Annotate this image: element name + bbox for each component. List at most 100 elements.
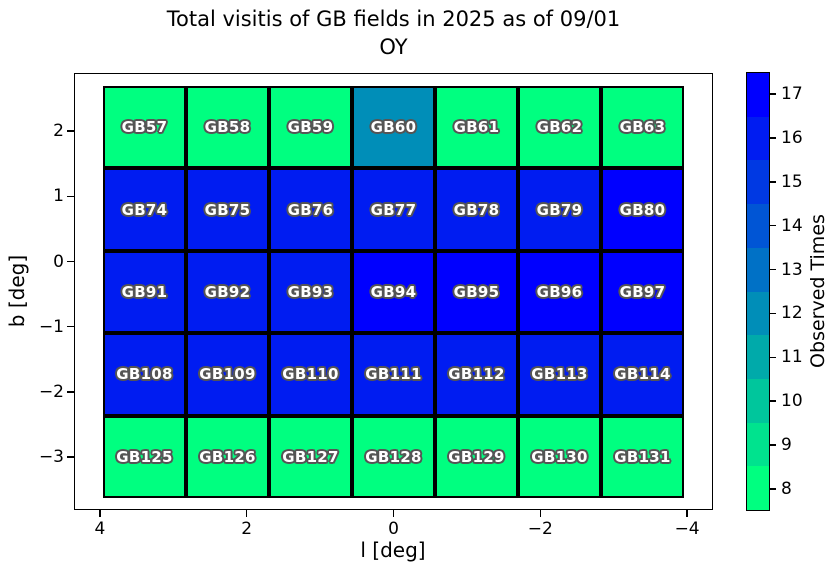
colorbar-tick-mark bbox=[770, 444, 776, 446]
cell-label: GB63 bbox=[619, 118, 666, 137]
x-tick-mark bbox=[99, 510, 101, 517]
cell-label: GB79 bbox=[536, 200, 583, 219]
cell-label: GB114 bbox=[614, 365, 671, 384]
cell-GB108: GB108 bbox=[103, 333, 186, 416]
colorbar-tick-label: 12 bbox=[781, 303, 803, 324]
cell-label: GB91 bbox=[121, 282, 168, 301]
x-tick-mark bbox=[686, 510, 688, 517]
cell-label: GB78 bbox=[453, 200, 500, 219]
cell-label: GB130 bbox=[531, 447, 588, 466]
colorbar-tick-mark bbox=[770, 93, 776, 95]
cell-label: GB126 bbox=[199, 447, 256, 466]
colorbar-tick-label: 9 bbox=[781, 435, 792, 456]
y-tick-label: −2 bbox=[38, 381, 64, 402]
cell-GB130: GB130 bbox=[518, 415, 601, 498]
y-tick-label: −3 bbox=[38, 447, 64, 468]
colorbar-tick-mark bbox=[770, 400, 776, 403]
cell-GB111: GB111 bbox=[352, 333, 435, 416]
cell-GB59: GB59 bbox=[269, 86, 352, 169]
colorbar-band-9 bbox=[747, 422, 769, 467]
cell-GB63: GB63 bbox=[601, 86, 684, 169]
colorbar-band-8 bbox=[747, 466, 769, 511]
cell-GB112: GB112 bbox=[435, 333, 518, 416]
cell-label: GB80 bbox=[619, 200, 666, 219]
cell-GB126: GB126 bbox=[186, 415, 269, 498]
cell-label: GB97 bbox=[619, 282, 666, 301]
colorbar-tick-label: 10 bbox=[781, 391, 803, 412]
y-tick-mark bbox=[67, 260, 74, 263]
x-axis-label: l [deg] bbox=[360, 538, 426, 562]
colorbar-tick-mark bbox=[770, 180, 776, 183]
colorbar-tick-mark bbox=[770, 224, 776, 227]
cell-GB109: GB109 bbox=[186, 333, 269, 416]
x-tick-mark bbox=[245, 510, 248, 517]
cell-label: GB94 bbox=[370, 282, 417, 301]
y-tick-mark bbox=[67, 195, 74, 198]
cell-label: GB113 bbox=[531, 365, 588, 384]
cell-label: GB62 bbox=[536, 118, 583, 137]
cell-GB76: GB76 bbox=[269, 168, 352, 251]
cell-GB74: GB74 bbox=[103, 168, 186, 251]
colorbar bbox=[746, 72, 770, 511]
cell-GB110: GB110 bbox=[269, 333, 352, 416]
colorbar-tick-mark bbox=[770, 137, 776, 139]
colorbar-tick-mark bbox=[770, 356, 776, 359]
cell-label: GB95 bbox=[453, 282, 500, 301]
cell-GB97: GB97 bbox=[601, 250, 684, 334]
cell-GB131: GB131 bbox=[601, 415, 684, 498]
cell-GB94: GB94 bbox=[352, 250, 435, 334]
cell-GB58: GB58 bbox=[186, 86, 269, 169]
cell-GB61: GB61 bbox=[435, 86, 518, 169]
cell-GB57: GB57 bbox=[103, 86, 186, 169]
cell-GB80: GB80 bbox=[601, 168, 684, 251]
cell-label: GB127 bbox=[282, 447, 339, 466]
cell-label: GB131 bbox=[614, 447, 671, 466]
cell-label: GB77 bbox=[370, 200, 417, 219]
cell-GB128: GB128 bbox=[352, 415, 435, 498]
cell-label: GB60 bbox=[370, 118, 417, 137]
cell-GB113: GB113 bbox=[518, 333, 601, 416]
cell-label: GB129 bbox=[448, 447, 505, 466]
cell-label: GB74 bbox=[121, 200, 168, 219]
colorbar-band-11 bbox=[747, 335, 769, 379]
cell-label: GB75 bbox=[204, 200, 251, 219]
cell-label: GB57 bbox=[121, 118, 168, 137]
y-tick-mark bbox=[67, 391, 74, 393]
colorbar-band-16 bbox=[747, 116, 769, 161]
cell-label: GB76 bbox=[287, 200, 334, 219]
cell-GB75: GB75 bbox=[186, 168, 269, 251]
y-axis-label: b [deg] bbox=[5, 254, 29, 328]
x-tick-label: 2 bbox=[241, 519, 253, 539]
y-tick-label: 1 bbox=[53, 186, 64, 207]
chart-title-line1: Total visitis of GB fields in 2025 as of… bbox=[166, 7, 621, 31]
cell-GB93: GB93 bbox=[269, 250, 352, 334]
cell-GB62: GB62 bbox=[518, 86, 601, 169]
colorbar-tick-label: 13 bbox=[781, 259, 803, 280]
cell-GB78: GB78 bbox=[435, 168, 518, 251]
chart-title-line2: OY bbox=[379, 35, 408, 59]
y-tick-mark bbox=[67, 456, 74, 458]
x-tick-label: −4 bbox=[674, 519, 700, 539]
colorbar-band-17 bbox=[747, 73, 769, 117]
cell-GB95: GB95 bbox=[435, 250, 518, 334]
y-tick-mark bbox=[67, 325, 74, 328]
y-tick-label: 0 bbox=[53, 251, 64, 272]
cell-label: GB59 bbox=[287, 118, 334, 137]
cell-label: GB125 bbox=[116, 447, 173, 466]
colorbar-tick-mark bbox=[770, 488, 776, 490]
colorbar-label: Observed Times bbox=[807, 214, 829, 368]
x-tick-label: −2 bbox=[527, 519, 553, 539]
cell-GB114: GB114 bbox=[601, 333, 684, 416]
cell-label: GB61 bbox=[453, 118, 500, 137]
cell-label: GB109 bbox=[199, 365, 256, 384]
cell-label: GB108 bbox=[116, 365, 173, 384]
colorbar-tick-label: 16 bbox=[781, 127, 803, 148]
colorbar-tick-label: 11 bbox=[781, 347, 803, 368]
cell-GB60: GB60 bbox=[352, 86, 435, 169]
cell-label: GB58 bbox=[204, 118, 251, 137]
cell-label: GB112 bbox=[448, 365, 505, 384]
colorbar-band-13 bbox=[747, 247, 769, 292]
cell-GB129: GB129 bbox=[435, 415, 518, 498]
colorbar-tick-mark bbox=[770, 268, 776, 271]
